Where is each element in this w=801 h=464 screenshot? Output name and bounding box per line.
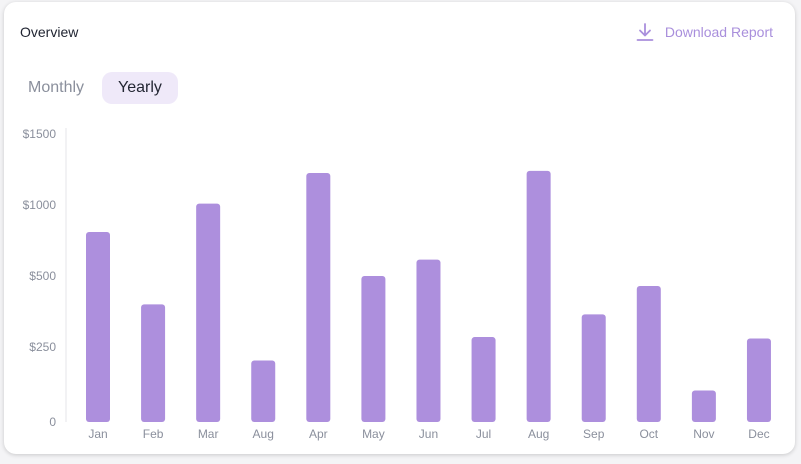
bar-aug[interactable] <box>526 170 551 422</box>
y-tick-label: 0 <box>49 415 56 429</box>
bar-jun[interactable] <box>416 259 441 422</box>
y-tick-label: $1000 <box>23 198 57 212</box>
bar-oct[interactable] <box>636 285 661 422</box>
x-tick-label: Nov <box>693 427 714 441</box>
bar-aug[interactable] <box>251 360 276 423</box>
tab-monthly[interactable]: Monthly <box>28 79 85 96</box>
x-tick-label: Jul <box>476 427 491 441</box>
bar-feb[interactable] <box>141 304 166 422</box>
x-tick-label: Aug <box>253 427 274 441</box>
overview-card: Overview Download Report Monthly Yearly <box>4 2 795 454</box>
x-tick-label: Jan <box>88 427 107 441</box>
y-tick-label: $250 <box>29 340 56 354</box>
x-tick-label: Feb <box>143 427 164 441</box>
card-title: Overview <box>20 24 79 40</box>
x-tick-label: Mar <box>198 427 219 441</box>
x-tick-label: Aug <box>528 427 549 441</box>
bar-apr[interactable] <box>306 173 331 422</box>
x-tick-label: May <box>362 427 385 441</box>
download-report-label: Download Report <box>664 24 773 40</box>
x-tick-label: Dec <box>748 427 769 441</box>
x-tick-label: Sep <box>583 427 605 441</box>
bar-jan[interactable] <box>86 231 110 422</box>
bar-dec[interactable] <box>746 338 771 422</box>
bar-mar[interactable] <box>196 203 221 422</box>
bar-nov[interactable] <box>691 390 716 423</box>
y-tick-label: $500 <box>29 269 56 283</box>
bar-may[interactable] <box>361 276 386 422</box>
download-icon <box>635 22 655 42</box>
bar-jul[interactable] <box>471 337 496 422</box>
tab-yearly[interactable]: Yearly <box>102 72 178 104</box>
x-tick-label: Jun <box>419 427 438 441</box>
period-tabs: Monthly Yearly <box>16 72 178 104</box>
x-tick-label: Apr <box>309 427 328 441</box>
x-tick-label: Oct <box>639 427 658 441</box>
download-report-button[interactable]: Download Report <box>635 22 773 42</box>
bar-sep[interactable] <box>581 314 606 422</box>
y-tick-label: $1500 <box>23 127 57 141</box>
